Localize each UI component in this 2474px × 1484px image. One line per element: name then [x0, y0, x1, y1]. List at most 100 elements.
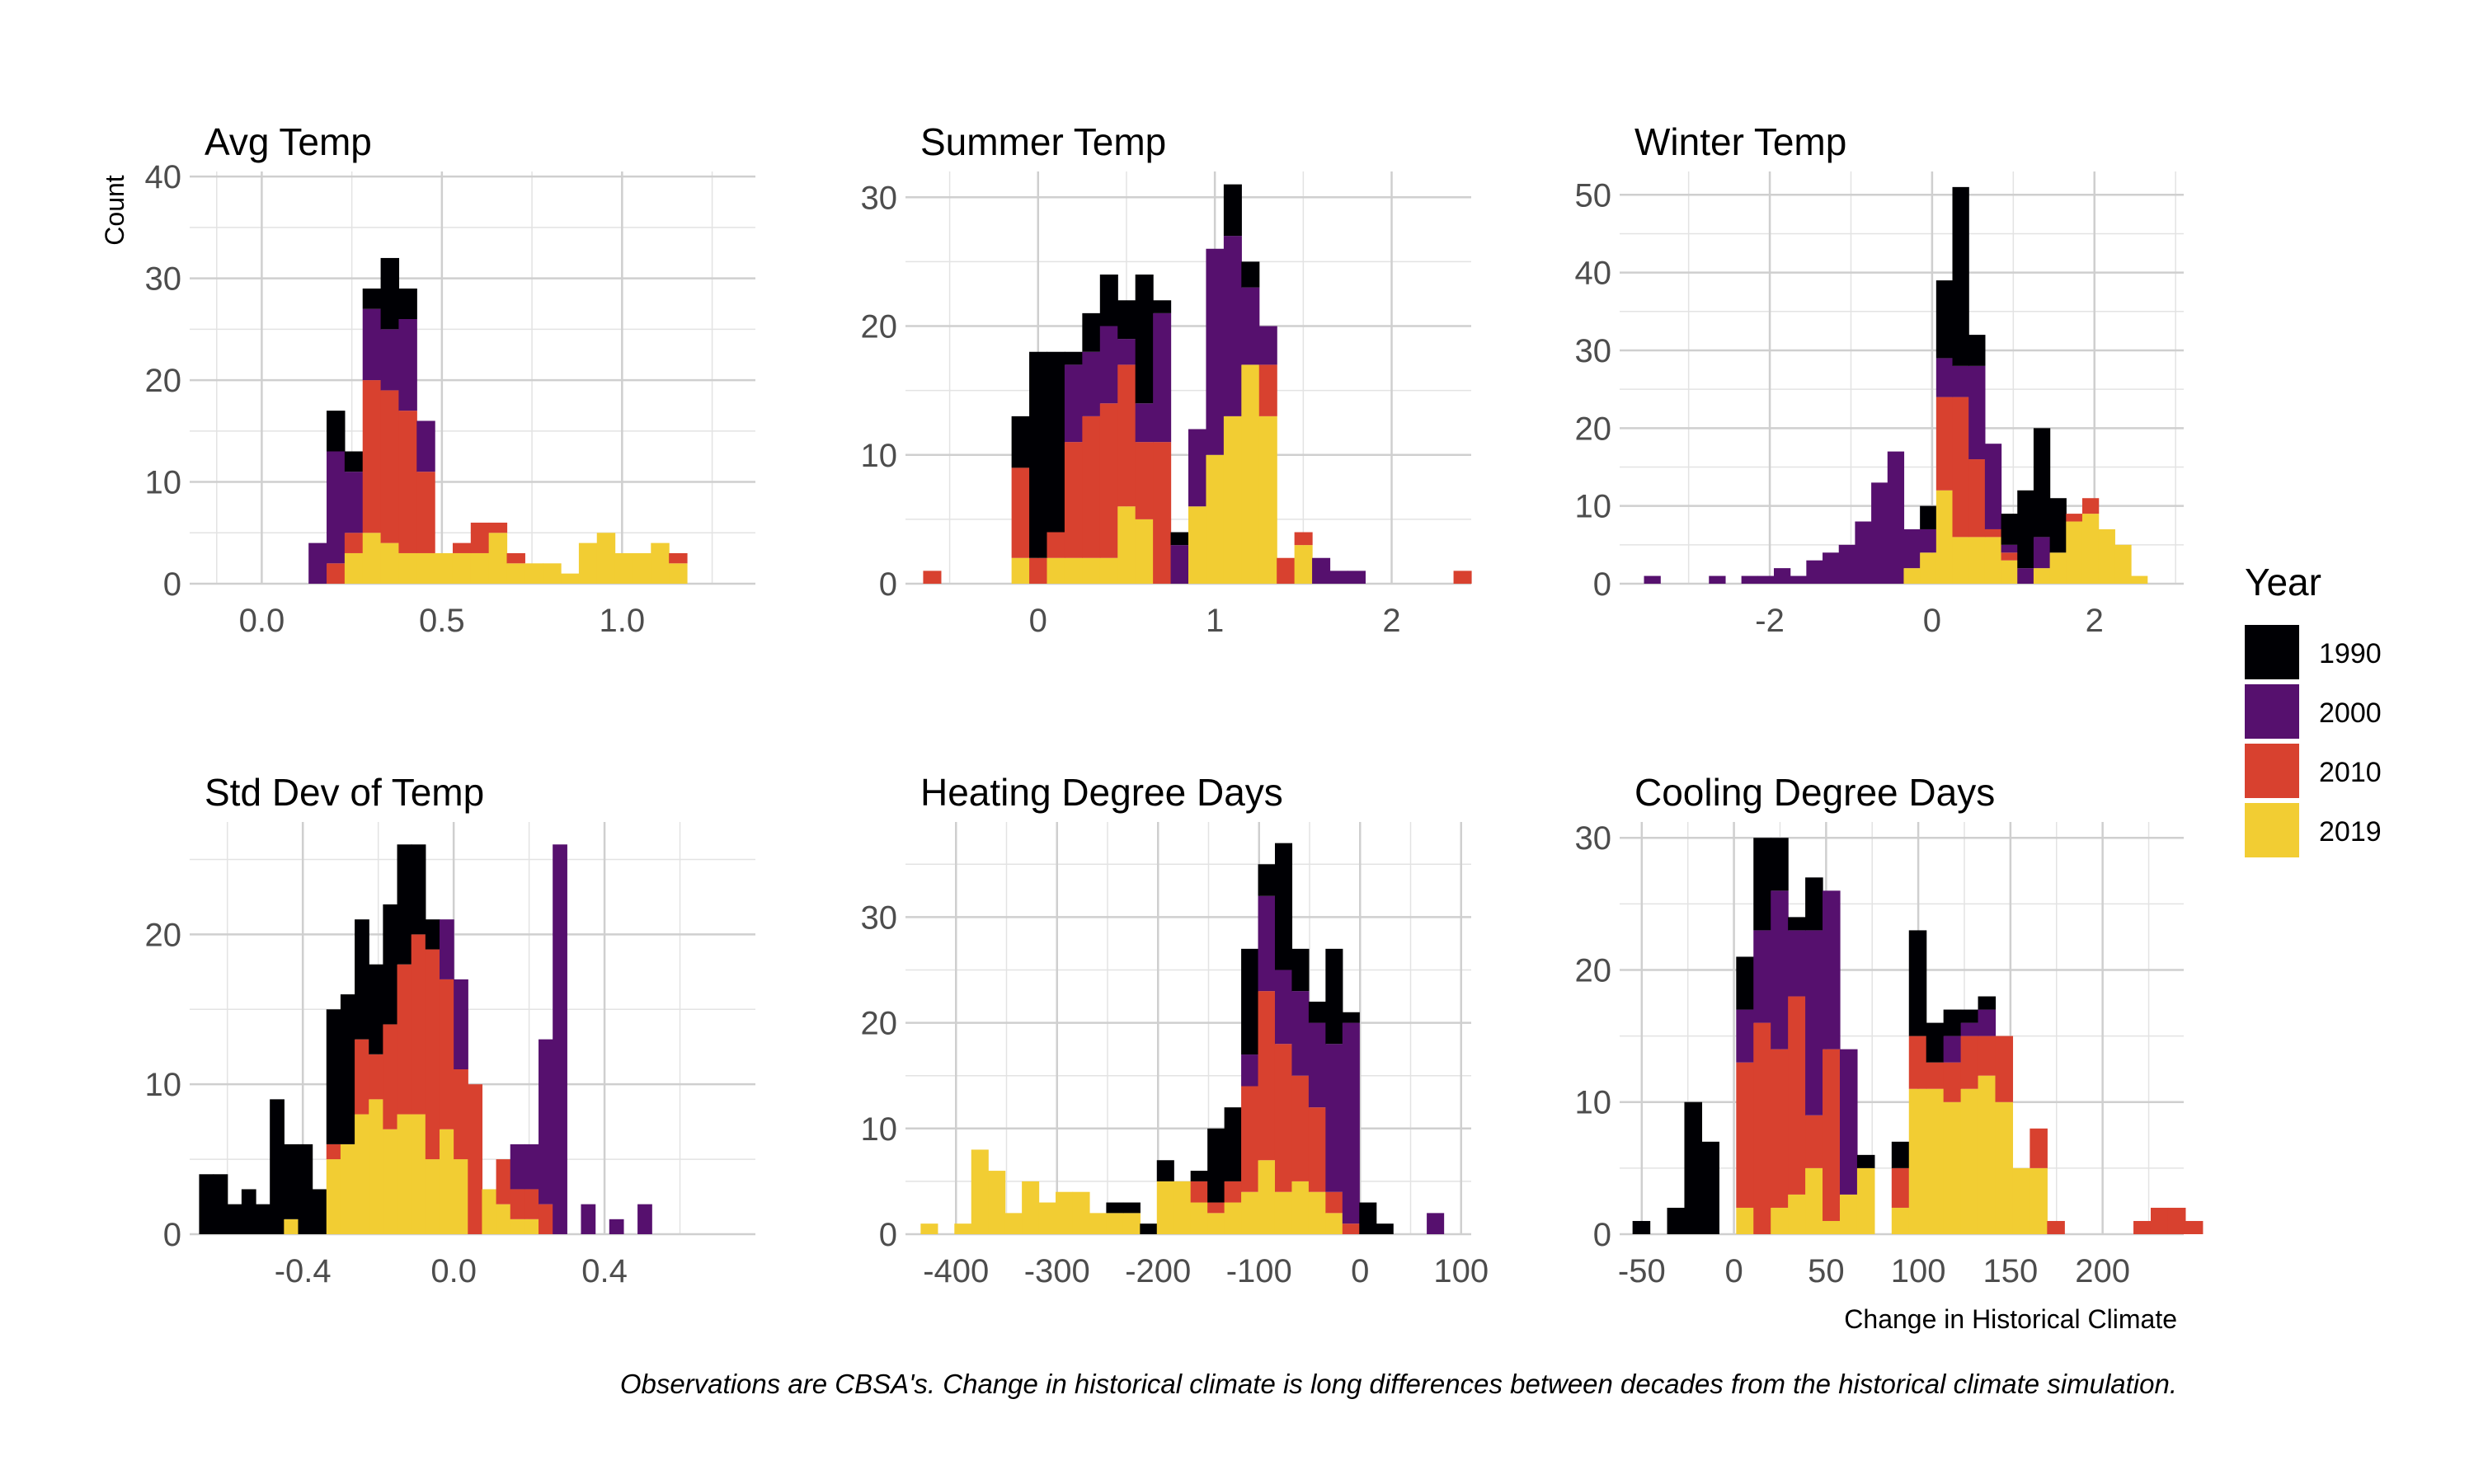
bar-2019 — [488, 533, 508, 584]
bar-2019 — [2098, 528, 2115, 584]
bar-2019 — [669, 563, 688, 584]
bar-2000 — [2001, 544, 2018, 553]
bar-2019 — [398, 552, 417, 584]
bar-2000 — [1223, 236, 1242, 416]
bar-1990 — [1122, 1202, 1141, 1214]
panel-title: Cooling Degree Days — [1634, 771, 1995, 814]
legend-swatch-2000 — [2245, 684, 2299, 739]
bar-2000 — [1788, 930, 1806, 997]
bar-2010 — [1984, 528, 2002, 538]
bar-2000 — [524, 1144, 539, 1190]
x-tick-label: -50 — [1618, 1253, 1666, 1289]
y-tick-label: 20 — [1575, 952, 1612, 989]
bar-2010 — [1277, 557, 1296, 584]
bar-2000 — [1241, 1054, 1259, 1087]
bar-2019 — [1156, 1181, 1174, 1234]
bar-2019 — [1325, 1213, 1343, 1234]
bar-2010 — [470, 522, 490, 553]
bar-2019 — [1047, 557, 1065, 584]
bar-2010 — [1153, 442, 1172, 584]
bar-2010 — [2081, 498, 2100, 514]
bar-2010 — [1805, 1115, 1823, 1168]
bar-1990 — [1753, 838, 1771, 931]
bar-2000 — [439, 919, 454, 979]
bar-2000 — [380, 329, 400, 391]
bar-1990 — [383, 904, 398, 1025]
panel-title: Heating Degree Days — [920, 771, 1283, 814]
bar-1990 — [1736, 956, 1754, 1010]
bar-2019 — [1736, 1207, 1754, 1234]
bar-2019 — [1920, 552, 1937, 584]
bar-2010 — [506, 552, 525, 564]
bar-1990 — [1291, 948, 1310, 992]
y-tick-label: 10 — [145, 1067, 182, 1103]
bar-2010 — [369, 1054, 383, 1100]
bar-2019 — [1995, 1101, 2014, 1234]
bar-2010 — [411, 934, 426, 1115]
bar-2019 — [543, 563, 562, 584]
bar-1990 — [344, 451, 364, 472]
bar-2000 — [327, 451, 346, 564]
bar-2000 — [1823, 890, 1841, 1050]
bar-2010 — [1190, 1181, 1208, 1203]
bar-2019 — [2049, 552, 2067, 584]
bar-1990 — [326, 1009, 341, 1144]
bar-1990 — [1274, 843, 1293, 970]
bar-2010 — [1258, 991, 1276, 1161]
bar-2010 — [416, 472, 435, 553]
legend-title: Year — [2245, 561, 2321, 603]
bar-2000 — [1757, 575, 1775, 584]
bar-2019 — [496, 1204, 511, 1234]
bar-2000 — [1064, 364, 1083, 443]
panel-3: Winter Temp 0 10 20 30 40 50 -2 0 2 — [1575, 120, 2184, 639]
y-tick-label: 40 — [145, 159, 182, 195]
bar-2000 — [1427, 1213, 1445, 1234]
bar-2000 — [1805, 930, 1823, 1115]
bar-2010 — [1294, 532, 1313, 546]
bar-2019 — [416, 552, 435, 584]
bar-2010 — [2133, 1220, 2152, 1234]
bar-2019 — [1099, 557, 1118, 584]
bar-2000 — [362, 308, 382, 381]
y-tick-label: 40 — [1575, 256, 1612, 292]
bar-2010 — [1788, 996, 1806, 1195]
bar-2000 — [510, 1144, 525, 1190]
bar-2019 — [326, 1159, 341, 1234]
bar-1990 — [1978, 996, 1997, 1010]
bar-1990 — [1632, 1220, 1651, 1234]
bar-1990 — [1342, 1012, 1360, 1023]
bar-2000 — [1952, 365, 1969, 397]
bar-2010 — [1968, 459, 1986, 538]
legend-label-2019: 2019 — [2319, 816, 2382, 848]
bar-2019 — [383, 1129, 398, 1234]
bar-2000 — [308, 542, 327, 584]
bar-2010 — [510, 1189, 525, 1219]
bar-2019 — [344, 552, 364, 584]
bar-2010 — [380, 390, 400, 543]
bar-1990 — [1140, 1223, 1158, 1234]
x-tick-label: 200 — [2075, 1253, 2130, 1289]
bar-2019 — [1935, 490, 1954, 584]
bar-2010 — [398, 411, 417, 553]
bar-2019 — [2033, 568, 2051, 584]
bar-1990 — [1952, 186, 1969, 366]
bar-2019 — [2030, 1167, 2048, 1234]
bar-2019 — [1258, 416, 1277, 584]
y-tick-label: 20 — [861, 309, 898, 345]
bar-2010 — [454, 1069, 468, 1160]
bar-2000 — [1117, 339, 1136, 365]
bar-2019 — [2081, 514, 2100, 584]
bar-2010 — [524, 1189, 539, 1219]
x-tick-label: 0 — [1724, 1253, 1743, 1289]
bar-2019 — [1294, 545, 1313, 584]
bar-2019 — [1064, 557, 1083, 584]
bar-1990 — [1241, 261, 1260, 288]
bar-1990 — [213, 1174, 228, 1234]
bar-2010 — [2066, 514, 2083, 522]
bar-2000 — [1838, 544, 1856, 584]
x-tick-label: 0.0 — [239, 603, 285, 639]
bar-2019 — [369, 1099, 383, 1234]
bar-1990 — [1207, 1128, 1225, 1203]
y-tick-label: 10 — [1575, 1085, 1612, 1121]
